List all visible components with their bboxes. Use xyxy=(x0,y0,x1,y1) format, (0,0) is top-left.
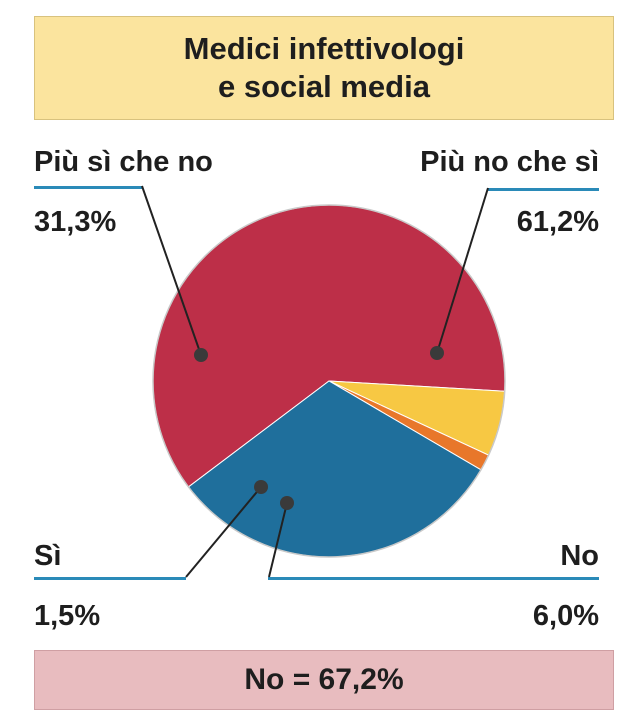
value-piu-no-che-si: 61,2% xyxy=(516,206,599,238)
leader-line-1 xyxy=(268,502,288,578)
leader-line-2 xyxy=(185,486,262,578)
label-si: Sì xyxy=(34,540,62,572)
rule-piu-si-che-no xyxy=(34,186,142,189)
rule-si xyxy=(34,577,186,580)
leader-line-3 xyxy=(141,185,202,356)
chart-title-line-2: e social media xyxy=(218,69,430,104)
rule-piu-no-che-si xyxy=(488,188,599,191)
summary-box: No = 67,2% xyxy=(34,650,614,710)
label-piu-si-che-no: Più sì che no xyxy=(34,146,213,178)
value-no: 6,0% xyxy=(532,600,599,632)
summary-text: No = 67,2% xyxy=(244,663,404,696)
value-si: 1,5% xyxy=(34,600,101,632)
rule-no xyxy=(268,577,599,580)
leader-dot-0 xyxy=(430,346,444,360)
label-piu-no-che-si: Più no che sì xyxy=(420,146,599,178)
leader-line-0 xyxy=(436,187,489,354)
chart-title-box: Medici infettivologi e social media xyxy=(34,16,614,120)
value-piu-si-che-no: 31,3% xyxy=(34,206,117,238)
label-no: No xyxy=(560,540,599,572)
pie-rim xyxy=(152,204,506,558)
chart-title-line-1: Medici infettivologi xyxy=(183,31,465,66)
leader-dot-1 xyxy=(280,496,294,510)
leader-dot-3 xyxy=(194,348,208,362)
leader-dot-2 xyxy=(254,480,268,494)
